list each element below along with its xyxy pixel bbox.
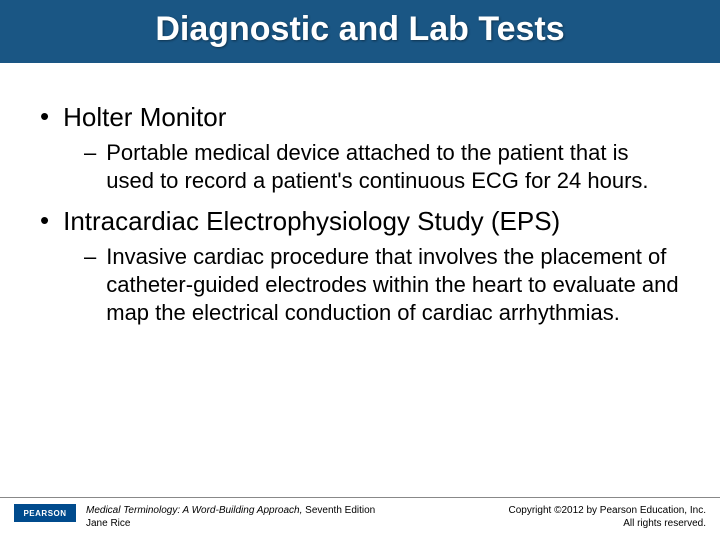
rights-line: All rights reserved. [623,518,706,529]
bullet-dash-icon: – [84,243,96,271]
bullet-dot-icon: • [40,205,49,235]
footer-right: Copyright ©2012 by Pearson Education, In… [509,504,707,530]
sub-bullet-item: – Invasive cardiac procedure that involv… [84,243,680,327]
sub-bullet-item: – Portable medical device attached to th… [84,139,680,195]
slide-content: • Holter Monitor – Portable medical devi… [0,63,720,327]
bullet-dash-icon: – [84,139,96,167]
bullet-label: Holter Monitor [63,101,226,133]
book-title: Medical Terminology: A Word-Building App… [86,505,302,516]
bullet-label: Intracardiac Electrophysiology Study (EP… [63,205,560,237]
footer: PEARSON Medical Terminology: A Word-Buil… [0,497,720,540]
book-info: Medical Terminology: A Word-Building App… [86,504,375,530]
copyright-line: Copyright ©2012 by Pearson Education, In… [509,505,707,516]
bullet-dot-icon: • [40,101,49,131]
bullet-item: • Holter Monitor [30,101,690,133]
sub-bullet-text: Portable medical device attached to the … [106,139,680,195]
book-author: Jane Rice [86,518,130,529]
title-bar: Diagnostic and Lab Tests [0,0,720,63]
book-edition: Seventh Edition [302,505,375,516]
footer-left: PEARSON Medical Terminology: A Word-Buil… [14,504,375,530]
pearson-logo: PEARSON [14,504,76,522]
slide-title: Diagnostic and Lab Tests [0,10,720,49]
bullet-item: • Intracardiac Electrophysiology Study (… [30,205,690,237]
sub-bullet-text: Invasive cardiac procedure that involves… [106,243,680,327]
